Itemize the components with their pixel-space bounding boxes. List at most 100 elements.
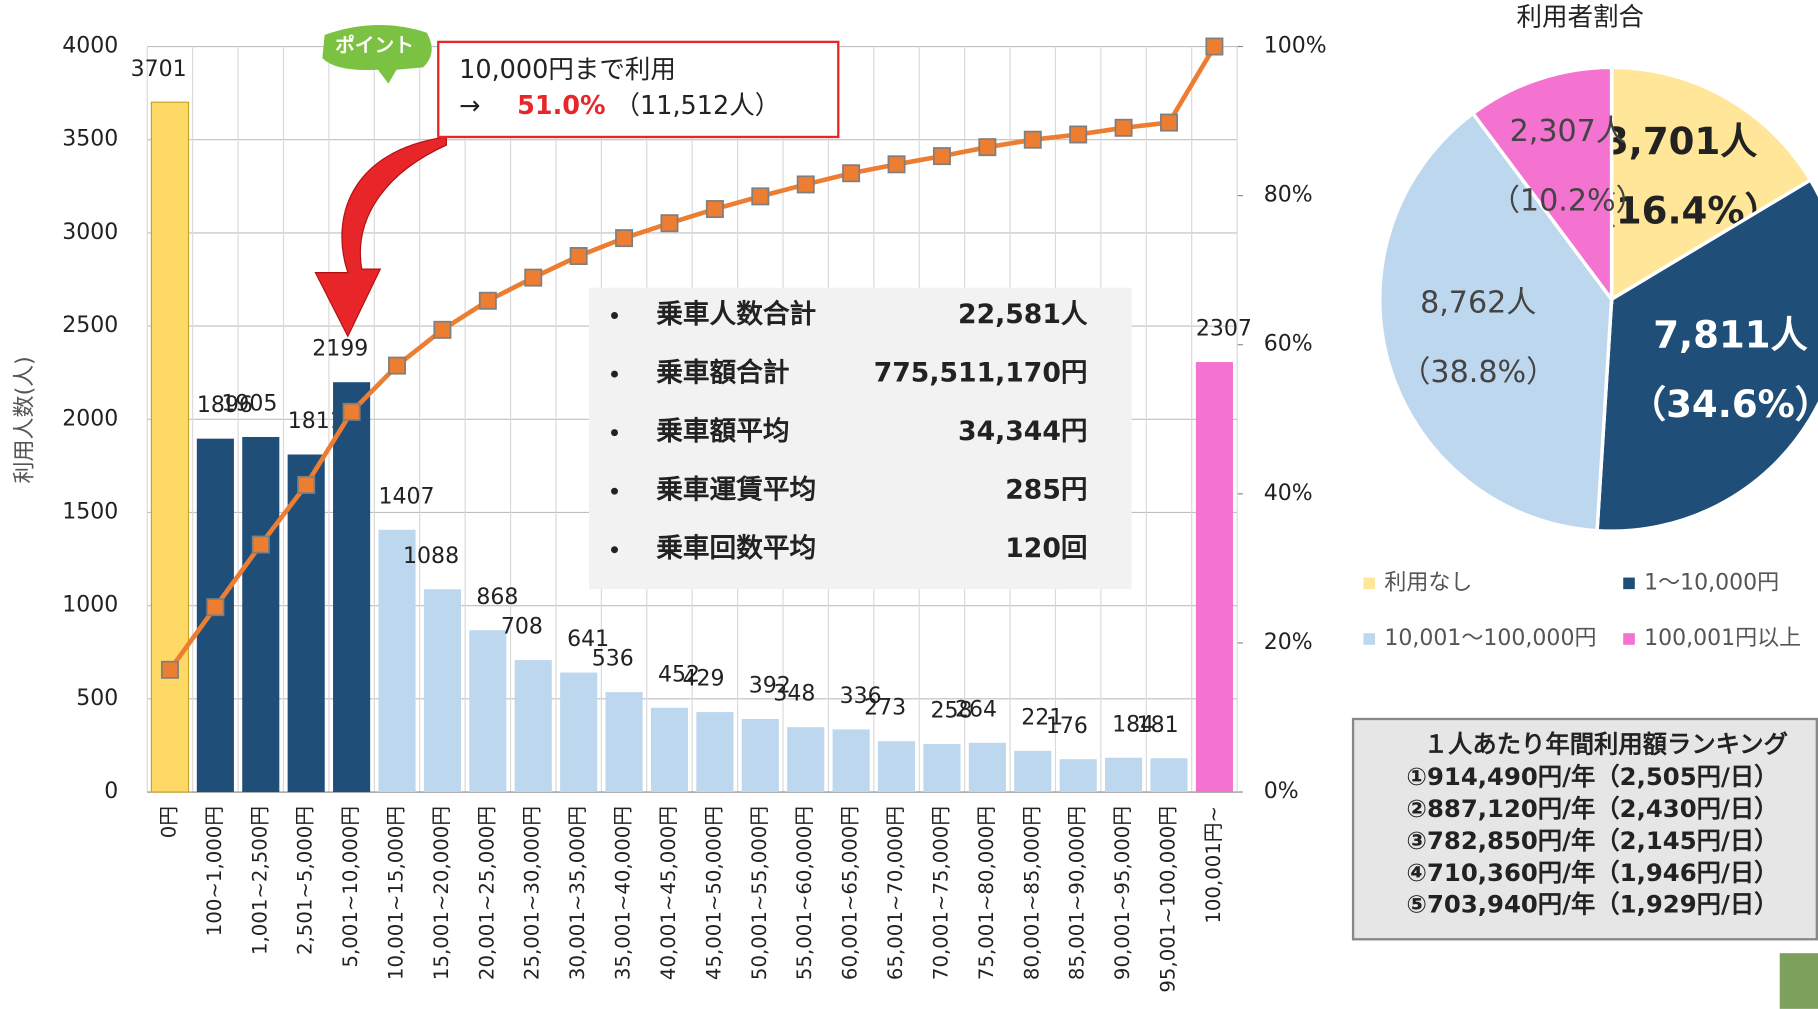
x-tick-label: 85,001~90,000円 <box>1066 806 1089 980</box>
line-marker <box>253 536 269 552</box>
summary-value: 285円 <box>1005 475 1087 506</box>
x-tick-label: 0円 <box>157 806 180 838</box>
x-tick-label: 2,501~5,000円 <box>294 806 317 955</box>
bar <box>696 712 733 792</box>
legend-label: 10,001～100,000円 <box>1384 626 1596 651</box>
x-tick-label: 50,001~55,000円 <box>748 806 771 980</box>
y2-tick-label: 20% <box>1264 630 1313 655</box>
data-label: 176 <box>1046 714 1088 739</box>
pie-percent-label: （10.2%） <box>1490 184 1646 219</box>
bar <box>1014 751 1051 792</box>
x-tick-label: 95,001~100,000円 <box>1157 806 1180 993</box>
bar <box>651 708 688 792</box>
bar <box>1196 362 1233 792</box>
ranking-item: ③782,850円/年（2,145円/日） <box>1406 826 1778 855</box>
data-label: 1407 <box>379 484 435 509</box>
data-label: 3701 <box>131 57 187 82</box>
ranking-title: １人あたり年間利用額ランキング <box>1424 730 1788 759</box>
callout-percent: 51.0% <box>517 91 605 121</box>
y2-tick-label: 40% <box>1264 481 1313 506</box>
x-tick-label: 25,001~30,000円 <box>521 806 544 980</box>
data-label: 264 <box>955 697 997 722</box>
line-marker <box>888 156 904 172</box>
y-tick-label: 0 <box>104 779 118 804</box>
bar <box>469 630 506 792</box>
x-tick-label: 55,001~60,000円 <box>793 806 816 980</box>
bar <box>151 102 188 792</box>
bar <box>1105 758 1142 792</box>
bullet <box>611 488 618 495</box>
line-marker <box>798 176 814 192</box>
bar <box>424 589 461 792</box>
bullet <box>611 429 618 436</box>
legend-label: 利用なし <box>1384 570 1472 595</box>
bar <box>878 741 915 792</box>
line-marker <box>162 662 178 678</box>
bar <box>606 692 643 792</box>
x-tick-label: 70,001~75,000円 <box>929 806 952 980</box>
line-marker <box>752 188 768 204</box>
x-tick-label: 15,001~20,000円 <box>430 806 453 980</box>
y-tick-label: 1000 <box>62 593 118 618</box>
data-label: 273 <box>864 696 906 721</box>
legend-label: 1～10,000円 <box>1644 570 1779 595</box>
x-tick-label: 100,001円~ <box>1202 806 1225 924</box>
bar <box>969 743 1006 792</box>
data-label: 348 <box>773 682 815 707</box>
line-marker <box>979 139 995 155</box>
y2-tick-label: 60% <box>1264 332 1313 357</box>
bar <box>1150 758 1187 792</box>
summary-value: 34,344円 <box>958 416 1088 447</box>
x-tick-label: 100~1,000円 <box>203 806 226 936</box>
callout-arrow-text: → <box>459 91 480 121</box>
line-marker <box>571 248 587 264</box>
line-marker <box>707 201 723 217</box>
chart: 0 500 1000 1500 2000 2500 3000 3500 4000 0% 20% 40%… <box>0 0 1818 1009</box>
x-tick-label: 35,001~40,000円 <box>612 806 635 980</box>
pie-count-label: 8,762人 <box>1420 286 1536 321</box>
x-tick-label: 40,001~45,000円 <box>657 806 680 980</box>
bullet <box>611 371 618 378</box>
ranking-item: ①914,490円/年（2,505円/日） <box>1406 762 1778 791</box>
y-tick-label: 2500 <box>62 313 118 338</box>
y2-tick-label: 0% <box>1264 779 1299 804</box>
summary-label: 乗車運賃平均 <box>656 475 816 506</box>
line-marker <box>434 322 450 338</box>
bullet <box>611 312 618 319</box>
y-tick-label: 4000 <box>62 34 118 59</box>
data-label: 708 <box>501 615 543 640</box>
legend-swatch <box>1623 578 1635 590</box>
line-marker <box>1025 132 1041 148</box>
y-tick-label: 500 <box>76 686 118 711</box>
pie: 3,701人（16.4%）7,811人（34.6%）8,762人（38.8%）2… <box>1380 67 1818 531</box>
data-label: 868 <box>476 585 518 610</box>
pie-count-label: 2,307人 <box>1510 114 1626 149</box>
legend: 利用なし1～10,000円10,001～100,000円100,001円以上 <box>1364 570 1802 651</box>
pie-percent-label: （38.8%） <box>1400 355 1556 390</box>
line-marker <box>298 477 314 493</box>
bar <box>833 729 870 792</box>
summary-label: 乗車額合計 <box>656 358 789 389</box>
bar <box>1060 759 1097 792</box>
y-tick-label: 1500 <box>62 499 118 524</box>
line-marker <box>1206 38 1222 54</box>
y-tick-label: 3000 <box>62 220 118 245</box>
x-tick-label: 90,001~95,000円 <box>1111 806 1134 980</box>
x-tick-label: 65,001~70,000円 <box>884 806 907 980</box>
summary-value: 22,581人 <box>958 299 1088 330</box>
summary-value: 120回 <box>1005 533 1087 564</box>
bar <box>787 727 824 792</box>
y-tick-label: 3500 <box>62 127 118 152</box>
line-marker <box>616 230 632 246</box>
data-label: 181 <box>1137 713 1179 738</box>
line-marker <box>343 404 359 420</box>
x-tick-label: 75,001~80,000円 <box>975 806 998 980</box>
line-marker <box>1115 120 1131 136</box>
x-tick-label: 1,001~2,500円 <box>248 806 271 955</box>
y-tick-label: 2000 <box>62 406 118 431</box>
x-tick-label: 30,001~35,000円 <box>566 806 589 980</box>
data-label: 536 <box>592 647 634 672</box>
bar <box>378 530 415 792</box>
y-axis-title: 利用人数(人) <box>13 356 38 483</box>
data-label: 1088 <box>403 544 459 569</box>
